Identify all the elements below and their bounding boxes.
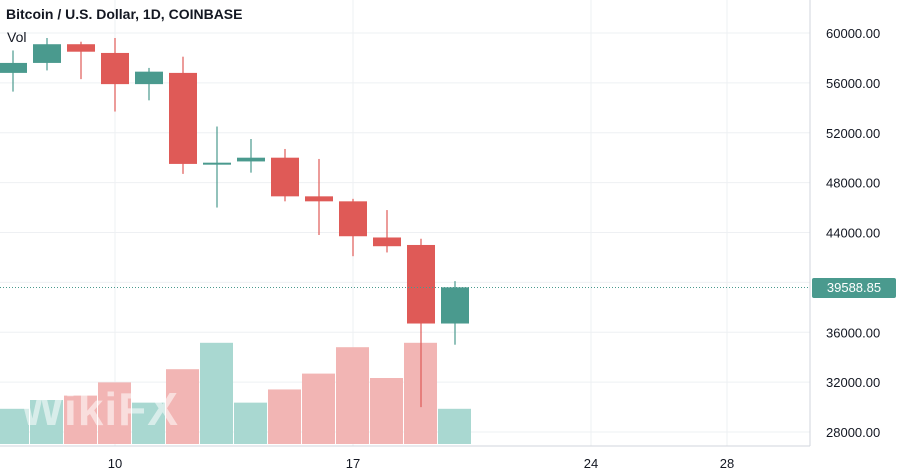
candle-body bbox=[237, 157, 265, 162]
volume-bar bbox=[336, 347, 369, 444]
x-tick-label: 17 bbox=[346, 456, 360, 471]
candle-body bbox=[33, 44, 61, 63]
volume-bar bbox=[200, 342, 233, 444]
candle-body bbox=[135, 71, 163, 85]
y-tick-label: 44000.00 bbox=[826, 226, 880, 241]
x-tick-label: 28 bbox=[720, 456, 734, 471]
y-tick-label: 52000.00 bbox=[826, 126, 880, 141]
last-price-tag: 39588.85 bbox=[812, 277, 896, 298]
volume-bar bbox=[234, 402, 267, 444]
volume-bar bbox=[268, 389, 301, 444]
volume-bar bbox=[302, 373, 335, 444]
x-tick-label: 10 bbox=[108, 456, 122, 471]
candle-body bbox=[169, 72, 197, 164]
candle-body bbox=[0, 62, 27, 73]
candle-body bbox=[373, 237, 401, 247]
candle-body bbox=[67, 44, 95, 52]
y-tick-label: 32000.00 bbox=[826, 375, 880, 390]
candle-body bbox=[441, 287, 469, 324]
y-tick-label: 60000.00 bbox=[826, 26, 880, 41]
volume-bar bbox=[166, 369, 199, 444]
volume-bar bbox=[0, 408, 29, 444]
candle-body bbox=[271, 157, 299, 197]
candle-body bbox=[407, 244, 435, 324]
y-tick-label: 36000.00 bbox=[826, 325, 880, 340]
volume-bar bbox=[438, 408, 471, 444]
volume-bar bbox=[30, 400, 63, 444]
chart-title: Bitcoin / U.S. Dollar, 1D, COINBASE bbox=[6, 6, 243, 22]
y-tick-label: 56000.00 bbox=[826, 76, 880, 91]
volume-bar bbox=[98, 382, 131, 444]
x-tick-label: 24 bbox=[584, 456, 598, 471]
candle-body bbox=[339, 201, 367, 237]
candle-body bbox=[305, 196, 333, 202]
volume-bar bbox=[132, 402, 165, 444]
y-tick-label: 48000.00 bbox=[826, 176, 880, 191]
volume-label: Vol bbox=[7, 29, 27, 45]
watermark-text: WikiFX bbox=[20, 383, 179, 435]
candle-body bbox=[101, 52, 129, 85]
volume-bar bbox=[64, 395, 97, 444]
volume-bar bbox=[370, 378, 403, 444]
candle-body bbox=[203, 162, 231, 165]
y-tick-label: 28000.00 bbox=[826, 425, 880, 440]
